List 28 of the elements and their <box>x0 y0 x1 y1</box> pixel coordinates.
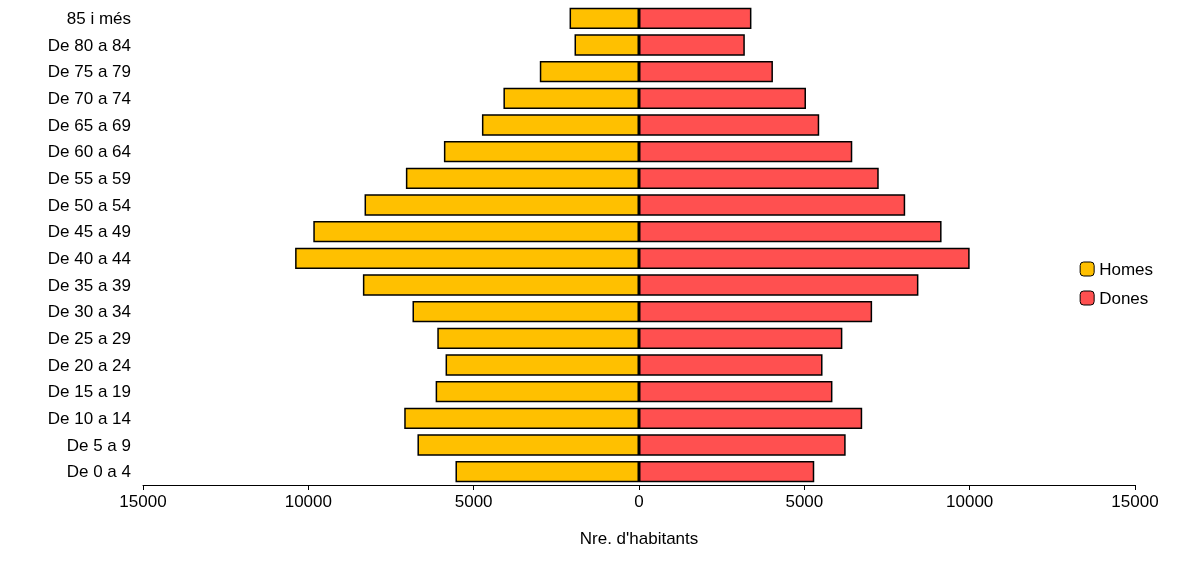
y-tick-label: De 55 a 59 <box>47 168 131 188</box>
y-tick-label: 85 i més <box>66 8 131 28</box>
y-tick-label: De 75 a 79 <box>47 62 131 82</box>
x-tick-label: 0 <box>634 492 644 511</box>
x-tick-label: 15000 <box>1111 492 1159 511</box>
x-tick-label: 10000 <box>284 492 332 511</box>
y-tick-label: De 60 a 64 <box>47 142 131 162</box>
y-tick-label: De 80 a 84 <box>47 35 131 55</box>
legend-label: Dones <box>1099 288 1149 308</box>
x-tick-label: 5000 <box>454 492 493 511</box>
y-tick-label: De 25 a 29 <box>47 328 131 348</box>
x-axis-title: Nre. d'habitants <box>579 529 699 548</box>
y-tick-label: De 40 a 44 <box>47 248 131 268</box>
y-tick-label: De 45 a 49 <box>47 222 131 242</box>
y-tick-label: De 70 a 74 <box>47 88 131 108</box>
y-tick-label: De 50 a 54 <box>47 195 131 215</box>
legend-label: Homes <box>1099 259 1154 279</box>
y-tick-label: De 5 a 9 <box>66 435 131 455</box>
y-tick-label: De 0 a 4 <box>66 462 131 482</box>
y-tick-label: De 65 a 69 <box>47 115 131 135</box>
y-tick-label: De 30 a 34 <box>47 302 131 322</box>
x-tick-label: 15000 <box>119 492 167 511</box>
y-tick-label: De 15 a 19 <box>47 382 131 402</box>
x-tick-label: 5000 <box>785 492 824 511</box>
y-tick-label: De 35 a 39 <box>47 275 131 295</box>
y-tick-label: De 20 a 24 <box>47 355 131 375</box>
y-tick-label: De 10 a 14 <box>47 408 131 428</box>
x-tick-label: 10000 <box>946 492 994 511</box>
